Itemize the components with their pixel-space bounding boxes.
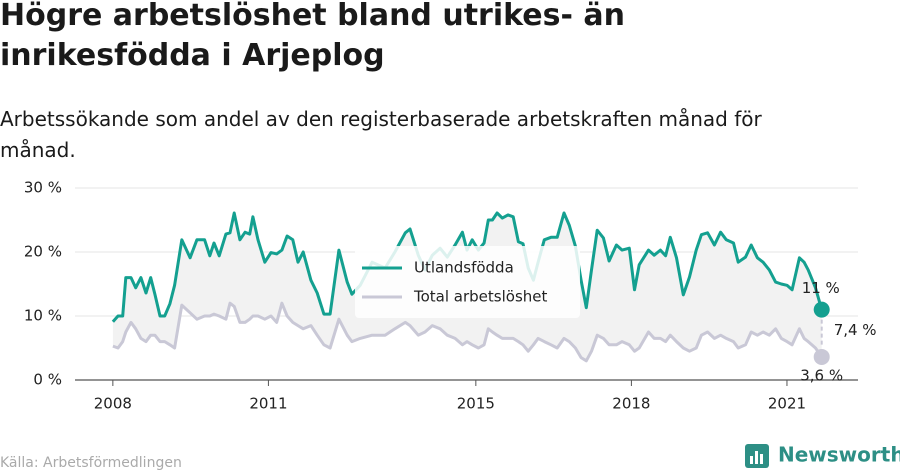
logo-icon-bar xyxy=(755,451,758,464)
y-tick-label: 10 % xyxy=(24,307,62,325)
y-tick-label: 20 % xyxy=(24,243,62,261)
end-marker xyxy=(813,348,830,365)
legend-label: Total arbetslöshet xyxy=(413,288,548,306)
chart-title: Högre arbetslöshet bland utrikes- än inr… xyxy=(0,0,625,73)
legend: Utlandsfödda Total arbetslöshet xyxy=(355,246,580,318)
annotation: 11 % xyxy=(802,279,840,297)
legend-background xyxy=(355,246,580,318)
y-tick-label: 30 % xyxy=(24,179,62,197)
logo-icon-bar xyxy=(750,456,753,464)
annotation: 3,6 % xyxy=(800,366,843,384)
annotation: 7,4 % xyxy=(834,321,877,339)
end-marker xyxy=(813,301,830,318)
chart-subtitle: Arbetssökande som andel av den registerb… xyxy=(0,107,762,162)
x-tick-label: 2018 xyxy=(612,395,650,413)
x-tick-label: 2015 xyxy=(457,395,495,413)
x-tick-label: 2008 xyxy=(94,395,132,413)
logo-icon-bar xyxy=(760,454,763,464)
source: Källa: Arbetsförmedlingen xyxy=(0,455,182,471)
logo-text: Newsworthy xyxy=(778,443,900,467)
x-tick-label: 2021 xyxy=(768,395,806,413)
logo: Newsworthy xyxy=(745,443,900,468)
series-line xyxy=(112,301,823,363)
y-tick-label: 0 % xyxy=(33,371,62,389)
x-tick-label: 2011 xyxy=(249,395,287,413)
legend-label: Utlandsfödda xyxy=(414,259,514,277)
